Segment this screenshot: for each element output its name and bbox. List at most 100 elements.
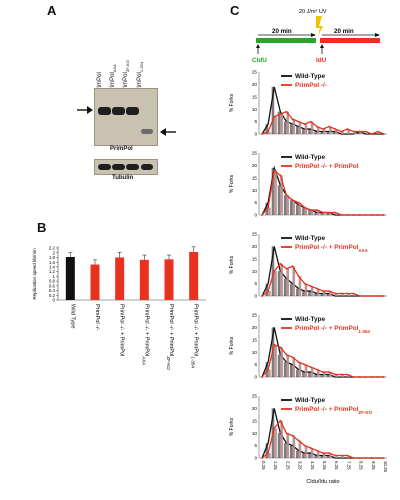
series-point-2 [376,214,379,216]
series-point-3 [376,295,379,297]
bar-category-label-3: PrimPol -/- + PrimPol [119,304,125,356]
hist-bar-2-1 [302,207,305,215]
hist-bar-1-1 [271,86,275,134]
hist-bar-5-1 [326,455,330,458]
legend-label-1-1: Wild-Type [295,73,325,80]
fork-x-tick-label: 4.25 [310,461,315,470]
hist-bar-2-1 [289,200,293,215]
series-point-2 [279,174,282,177]
panel-a-letter: A [47,3,57,18]
series-point-4 [285,353,288,356]
hist-bar-1-2 [365,131,369,134]
hist-bar-1-2 [353,131,357,134]
legend-label-5-1: Wild-Type [295,397,325,404]
fork-y-axis-label-5: % Forks [229,417,235,436]
series-point-5 [364,457,367,459]
hist-bar-5-2 [341,455,344,458]
series-point-1 [261,133,263,135]
hist-bar-4-1 [308,372,311,377]
hist-bar-4-2 [304,364,308,377]
series-point-1 [346,128,349,130]
hist-bar-5-2 [310,448,314,458]
hist-bar-5-1 [277,433,281,458]
series-point-3 [261,295,263,297]
replication-speed-bar-chart: Replication speed kb/min00.20.40.60.811.… [32,246,206,370]
series-point-1 [328,125,330,128]
series-point-5 [334,454,337,457]
fork-x-tick-label: 2.25 [285,461,290,470]
hist-bar-4-2 [280,347,283,377]
series-point-5 [291,434,294,437]
series-point-5 [370,457,373,459]
fork-y-tick-label: 20 [252,325,258,330]
series-point-5 [352,457,355,459]
fork-y-tick-label: 25 [252,70,258,75]
hist-bar-1-2 [377,131,381,134]
fork-x-axis-label: Cldu/Idu ratio [306,479,339,485]
hist-bar-3-2 [310,286,314,296]
tubulin-western-blot [94,159,158,175]
fork-y-tick-label: 0 [254,456,257,461]
bar-y-tick-label: 1 [53,274,56,279]
fork-x-tick-label: 10.25 [383,461,388,473]
hist-bar-1-1 [357,131,360,134]
hist-bar-1-2 [316,126,320,134]
hist-bar-3-1 [271,246,275,296]
series-point-4 [383,376,385,378]
fork-x-tick-label: 0.25 [261,461,266,470]
series-point-3 [370,295,373,297]
series-point-4 [273,343,276,346]
hist-bar-1-1 [277,111,281,134]
series-point-4 [261,376,263,378]
series-point-2 [303,206,306,209]
series-point-1 [291,118,294,121]
hist-bar-2-2 [304,207,308,215]
fork-y-axis-label-2: % Forks [229,174,235,193]
hist-bar-1-2 [292,119,296,134]
series-point-1 [370,133,373,135]
hist-bar-3-2 [347,293,350,296]
fork-y-tick-label: 5 [254,200,257,205]
hist-bar-2-2 [268,207,271,215]
hist-bar-5-2 [286,433,289,458]
hist-bar-4-2 [341,374,344,377]
hist-bar-3-1 [320,293,323,296]
hist-bar-2-1 [271,167,275,215]
bar-6 [189,252,199,300]
bar-category-label-4: PrimPol -/- + PrimPolAXA [142,304,150,365]
legend-label-4-1: Wild-Type [295,316,325,323]
pulse1-arrowhead [311,33,316,37]
fork-y-tick-label: 25 [252,394,258,399]
fork-y-tick-label: 25 [252,151,258,156]
fork-y-tick-label: 0 [254,375,257,380]
hist-bar-2-1 [296,205,299,215]
hist-bar-4-2 [329,372,332,377]
fork-y-tick-label: 5 [254,443,257,448]
bar-y-tick-label: 0 [53,298,56,303]
hist-bar-1-1 [326,131,330,134]
series-point-1 [279,113,282,116]
hist-bar-5-2 [268,453,271,458]
series-point-4 [364,376,367,378]
series-point-4 [267,368,270,371]
truncated-band-arrow [160,128,176,136]
series-point-5 [383,457,385,459]
series-point-3 [358,295,361,297]
hist-bar-1-1 [265,124,269,134]
tubulin-band-1 [98,164,111,170]
hist-bar-3-2 [341,293,344,296]
hist-bar-5-1 [265,443,269,458]
hist-bar-4-2 [286,354,289,377]
series-point-4 [291,356,294,359]
hist-bar-1-2 [341,131,344,134]
bar-category-label-2: PrimPol -/- [94,304,100,331]
fork-y-tick-label: 20 [252,82,258,87]
hist-bar-3-2 [304,283,308,296]
legend-label-5-2: PrimPol -/- + PrimPolZF-KO [295,406,373,415]
hist-bar-1-2 [310,121,314,134]
hist-bar-1-2 [335,129,338,134]
series-point-2 [322,211,324,214]
series-point-2 [273,169,276,172]
hist-bar-4-2 [347,374,350,377]
series-point-1 [340,130,343,133]
